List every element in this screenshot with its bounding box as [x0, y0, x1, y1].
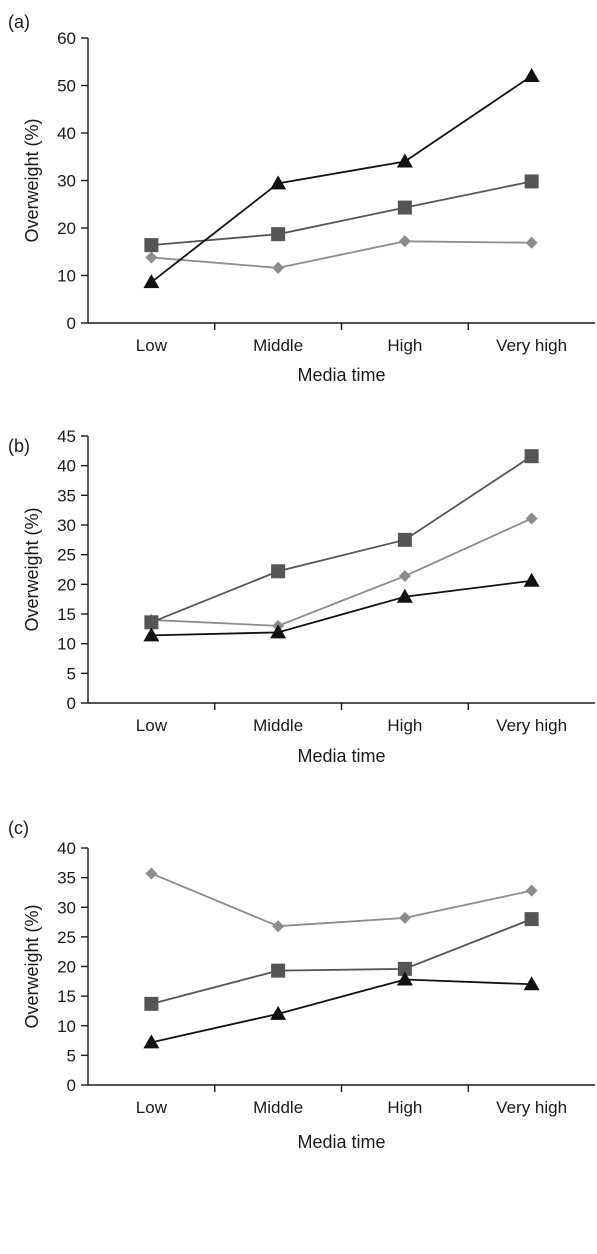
x-axis-title: Media time [297, 1132, 385, 1152]
series-line-diamond [151, 240, 532, 269]
x-tick-label: High [387, 716, 422, 735]
data-point-diamond [272, 920, 285, 933]
chart-panel: (a) 0 10 20 30 40 50 60 Low Middle High Very high Me… [8, 12, 595, 385]
series-line-triangle [151, 978, 532, 1044]
y-tick-label: 30 [57, 516, 76, 535]
y-tick-label: 30 [57, 898, 76, 917]
data-point-square [397, 532, 412, 547]
data-point-diamond [272, 261, 285, 274]
x-axis-title: Media time [297, 746, 385, 766]
data-point-square [397, 961, 412, 976]
x-tick-label: Very high [496, 1098, 567, 1117]
data-point-diamond [398, 570, 411, 583]
data-point-diamond [145, 867, 158, 880]
y-tick-label: 20 [57, 575, 76, 594]
x-tick-label: Low [136, 1098, 168, 1117]
y-tick-label: 35 [57, 869, 76, 888]
y-tick-label: 15 [57, 605, 76, 624]
y-axis-title: Overweight (%) [22, 904, 42, 1028]
data-point-triangle [396, 971, 413, 986]
series-line-square [151, 918, 532, 1005]
y-tick-label: 40 [57, 839, 76, 858]
data-point-triangle [270, 175, 287, 190]
y-tick-label: 5 [67, 1046, 76, 1065]
data-point-square [144, 238, 159, 253]
data-point-square [271, 227, 286, 242]
chart-panel: (c) 0 5 10 15 20 25 30 35 40 Low Middle High Very hig… [8, 818, 595, 1152]
chart-panel: (b) 0 5 10 15 20 25 30 35 40 45 Low Middle High Very h… [8, 427, 595, 766]
data-point-square [144, 615, 159, 630]
data-point-diamond [525, 512, 538, 525]
y-tick-label: 25 [57, 928, 76, 947]
y-axis-title: Overweight (%) [22, 118, 42, 242]
y-tick-label: 0 [67, 314, 76, 333]
data-point-square [524, 449, 539, 464]
data-point-triangle [523, 976, 540, 991]
x-tick-label: High [387, 1098, 422, 1117]
x-axis-title: Media time [297, 365, 385, 385]
series-line-triangle [151, 579, 532, 637]
data-point-square [271, 564, 286, 579]
x-tick-label: Middle [253, 336, 303, 355]
x-tick-label: Very high [496, 716, 567, 735]
data-point-triangle [396, 588, 413, 603]
data-point-triangle [143, 627, 160, 642]
series-line-triangle [150, 75, 533, 283]
x-tick-label: Middle [253, 1098, 303, 1117]
series-line-diamond [151, 517, 532, 627]
series-line-diamond [151, 872, 532, 928]
series-line-square [151, 180, 532, 246]
x-tick-label: Middle [253, 716, 303, 735]
data-point-triangle [270, 1005, 287, 1020]
data-point-square [397, 200, 412, 215]
y-tick-label: 15 [57, 987, 76, 1006]
y-tick-label: 10 [57, 267, 76, 286]
y-tick-label: 40 [57, 457, 76, 476]
panel-label: (a) [8, 12, 30, 32]
y-tick-label: 30 [57, 172, 76, 191]
data-point-square [144, 996, 159, 1011]
series-line-square [151, 455, 533, 624]
x-tick-label: High [387, 336, 422, 355]
x-tick-label: Low [136, 336, 168, 355]
y-tick-label: 20 [57, 219, 76, 238]
y-axis-title: Overweight (%) [22, 507, 42, 631]
x-tick-label: Low [136, 716, 168, 735]
data-point-triangle [143, 274, 160, 289]
y-tick-label: 25 [57, 546, 76, 565]
data-point-diamond [398, 235, 411, 248]
y-tick-label: 10 [57, 635, 76, 654]
y-tick-label: 45 [57, 427, 76, 446]
y-tick-label: 5 [67, 664, 76, 683]
y-tick-label: 20 [57, 958, 76, 977]
y-tick-label: 35 [57, 486, 76, 505]
x-tick-label: Very high [496, 336, 567, 355]
data-point-diamond [398, 911, 411, 924]
panel-label: (b) [8, 436, 30, 456]
y-tick-label: 40 [57, 124, 76, 143]
data-point-square [524, 174, 539, 189]
data-point-square [524, 912, 539, 927]
data-point-diamond [145, 251, 158, 264]
data-point-triangle [396, 153, 413, 168]
data-point-triangle [523, 68, 540, 82]
data-point-triangle [523, 572, 540, 587]
panel-label: (c) [8, 818, 29, 838]
y-tick-label: 10 [57, 1017, 76, 1036]
data-point-triangle [143, 1034, 160, 1049]
y-tick-label: 60 [57, 29, 76, 48]
y-tick-label: 0 [67, 1076, 76, 1095]
data-point-square [271, 963, 286, 978]
data-point-triangle [270, 624, 287, 639]
data-point-diamond [525, 884, 538, 897]
y-tick-label: 0 [67, 694, 76, 713]
data-point-diamond [525, 236, 538, 249]
y-tick-label: 50 [57, 77, 76, 96]
